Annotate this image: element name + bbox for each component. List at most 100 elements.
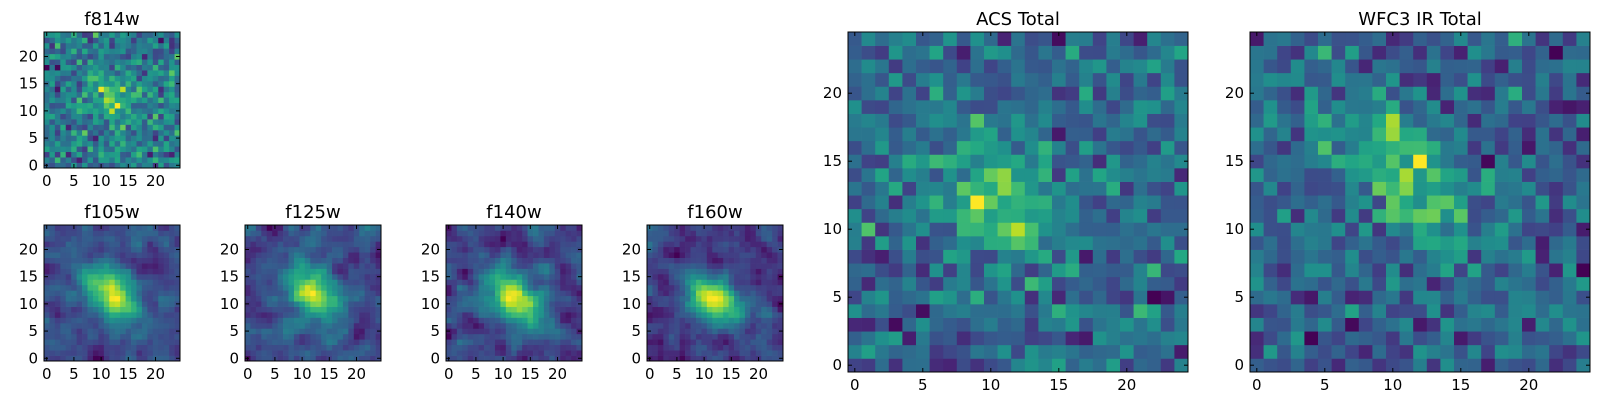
heatmap-cell	[576, 235, 583, 242]
heatmap-cell	[516, 241, 523, 248]
heatmap-cell	[65, 246, 72, 253]
heatmap-cell	[755, 344, 762, 351]
heatmap-cell	[668, 339, 675, 346]
heatmap-cell	[71, 37, 77, 44]
heatmap-cell	[1372, 304, 1387, 318]
heatmap-cell	[701, 350, 708, 356]
heatmap-cell	[1562, 263, 1577, 278]
heatmap-cell	[288, 295, 295, 302]
heatmap-cell	[76, 252, 83, 258]
axes-frame	[445, 224, 583, 362]
x-tick-label: 20	[146, 172, 165, 190]
heatmap-cell	[283, 246, 289, 253]
heatmap-cell	[1576, 140, 1591, 155]
heatmap-cell	[136, 151, 143, 158]
heatmap-cell	[109, 241, 116, 248]
heatmap-cell	[467, 312, 474, 318]
heatmap-cell	[1052, 222, 1066, 237]
heatmap-cell	[1038, 32, 1053, 46]
heatmap-cell	[489, 339, 496, 346]
heatmap-cell	[1467, 290, 1482, 305]
heatmap-cell	[690, 328, 697, 335]
heatmap-cell	[337, 322, 344, 329]
heatmap-cell	[1290, 154, 1305, 169]
heatmap-cell	[554, 241, 561, 248]
heatmap-cell	[1038, 113, 1053, 128]
heatmap-cell	[1038, 140, 1053, 155]
heatmap-cell	[744, 290, 751, 297]
heatmap-cell	[98, 48, 105, 55]
heatmap-cell	[288, 344, 295, 351]
heatmap-cell	[1038, 168, 1053, 182]
heatmap-cell	[685, 301, 691, 307]
heatmap-cell	[728, 252, 735, 258]
heatmap-cell	[288, 290, 295, 297]
heatmap-cell	[744, 317, 751, 324]
heatmap-cell	[1508, 344, 1523, 359]
heatmap-cell	[1318, 127, 1332, 142]
heatmap-cell	[549, 263, 556, 269]
heatmap-cell	[364, 312, 371, 318]
heatmap-cell	[353, 241, 360, 248]
heatmap-cell	[984, 154, 998, 169]
heatmap-cell	[1174, 331, 1189, 346]
heatmap-cell	[304, 290, 311, 297]
heatmap-cell	[1263, 358, 1278, 373]
heatmap-cell	[98, 75, 105, 82]
heatmap-cell	[1576, 222, 1591, 237]
heatmap-cell	[652, 230, 659, 237]
heatmap-cell	[152, 241, 159, 248]
heatmap-cell	[1250, 344, 1264, 359]
heatmap-cell	[1120, 195, 1134, 210]
heatmap-cell	[984, 72, 998, 87]
heatmap-cell	[723, 284, 729, 291]
heatmap-cell	[1440, 154, 1455, 169]
heatmap-cell	[1120, 154, 1134, 169]
heatmap-cell	[875, 32, 890, 46]
heatmap-cell	[1508, 263, 1523, 278]
heatmap-cell	[473, 263, 479, 269]
heatmap-cell	[1454, 168, 1468, 182]
axes-frame	[1249, 31, 1591, 373]
heatmap-cell	[956, 276, 971, 291]
heatmap-cell	[970, 59, 985, 74]
heatmap-cell	[929, 59, 944, 74]
heatmap-cell	[652, 350, 659, 356]
heatmap-cell	[76, 124, 83, 131]
heatmap-cell	[723, 230, 729, 237]
heatmap-cell	[76, 306, 83, 313]
heatmap-cell	[462, 284, 469, 291]
heatmap-cell	[332, 273, 338, 280]
heatmap-cell	[169, 140, 175, 147]
heatmap-cell	[1549, 263, 1564, 278]
heatmap-cell	[71, 322, 77, 329]
heatmap-cell	[451, 284, 458, 291]
heatmap-cell	[82, 37, 88, 44]
heatmap-cell	[1494, 276, 1509, 291]
heatmap-cell	[1024, 127, 1039, 142]
heatmap-cell	[1522, 358, 1536, 373]
heatmap-cell	[49, 339, 56, 346]
heatmap-cell	[473, 312, 479, 318]
heatmap-cell	[174, 230, 181, 237]
heatmap-cell	[685, 284, 691, 291]
heatmap-cell	[543, 333, 550, 340]
heatmap-cell	[1147, 32, 1162, 46]
heatmap-cell	[152, 306, 159, 313]
heatmap-cell	[326, 230, 333, 237]
heatmap-cell	[494, 257, 501, 264]
heatmap-cell	[478, 312, 485, 318]
heatmap-cell	[255, 355, 262, 362]
heatmap-cell	[701, 295, 708, 302]
heatmap-cell	[1079, 290, 1094, 305]
heatmap-cell	[65, 140, 72, 147]
heatmap-cell	[1535, 113, 1550, 128]
heatmap-cell	[516, 263, 523, 269]
heatmap-cell	[288, 322, 295, 329]
y-tick-label: 20	[622, 240, 641, 258]
heatmap-cell	[511, 322, 518, 329]
heatmap-cell	[1011, 331, 1026, 346]
heatmap-cell	[1576, 249, 1591, 264]
heatmap-cell	[750, 241, 757, 248]
heatmap-cell	[82, 312, 88, 318]
